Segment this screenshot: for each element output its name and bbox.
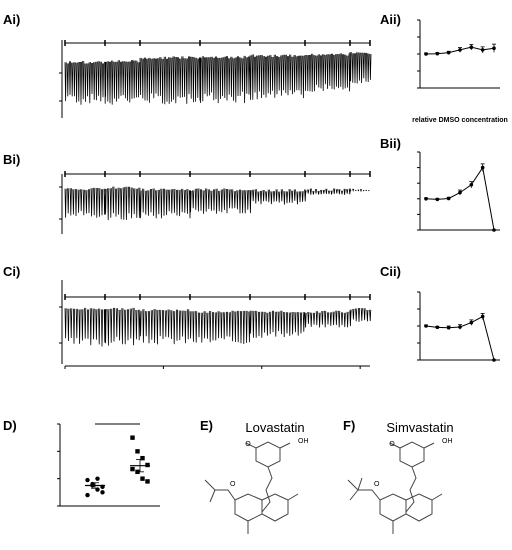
data-point [458, 48, 462, 52]
lactone-ring [399, 441, 425, 468]
linker-chain [405, 466, 417, 513]
data-point [435, 325, 440, 330]
ring-a [234, 493, 263, 522]
data-point-lovastatin [85, 477, 90, 483]
return-time-panel [57, 423, 160, 507]
hydroxyl-bond [423, 442, 435, 449]
lovastatin-oh: OH [298, 438, 309, 445]
panel-label-d: D) [3, 418, 17, 433]
simvastatin-oh: OH [442, 438, 453, 445]
methyl-bond [431, 493, 443, 501]
panel-label-bii: Bii) [380, 136, 401, 151]
linker-chain [261, 466, 273, 513]
data-point [469, 45, 474, 49]
data-point [446, 196, 451, 201]
ester-chain [204, 479, 236, 503]
data-point [480, 165, 485, 170]
frequency-panel-cii [417, 291, 500, 362]
data-point-simvastatin [130, 435, 135, 440]
data-point-simvastatin [145, 462, 150, 468]
frequency-panels: relative DMSO concentration [412, 19, 508, 362]
panel-label-e: E) [200, 418, 213, 433]
lovastatin-carbonyl-o: O [245, 441, 251, 448]
data-point [424, 197, 428, 201]
ring-b [405, 493, 433, 522]
frequency-panel-aii: relative DMSO concentration [412, 19, 508, 124]
simvastatin-carbonyl-o: O [389, 441, 395, 448]
vessel-diameter-trace [64, 51, 372, 105]
data-point [446, 50, 451, 55]
lovastatin-ester-o: O [230, 481, 236, 488]
data-point-simvastatin [130, 466, 135, 472]
vessel-diameter-trace [64, 186, 370, 221]
simvastatin-title: Simvastatin [386, 420, 453, 435]
data-point [424, 52, 428, 56]
simvastatin-structure: Simvastatin O OH O [347, 420, 454, 534]
data-point [446, 325, 451, 330]
data-point [435, 197, 440, 202]
simvastatin-ester-o: O [374, 481, 380, 488]
ring-a [379, 493, 407, 522]
data-point [424, 324, 428, 328]
methyl-bond [287, 493, 299, 501]
ester-chain [347, 477, 381, 501]
panel-label-ci: Ci) [3, 264, 20, 279]
data-point-lovastatin [95, 476, 100, 481]
frequency-panel-bii [417, 151, 500, 232]
trace-panel-bi [59, 171, 371, 234]
carbonyl-bond [245, 442, 257, 449]
panel-label-ai: Ai) [3, 12, 20, 27]
data-point [492, 358, 496, 362]
data-point-simvastatin [135, 449, 140, 454]
lactone-ring [255, 441, 281, 468]
panel-label-bi: Bi) [3, 152, 20, 167]
data-point [492, 46, 496, 51]
carbonyl-bond [389, 442, 401, 449]
ring-b [261, 493, 289, 522]
lovastatin-structure: Lovastatin O OH O [204, 420, 309, 534]
x-axis-label: relative DMSO concentration [412, 117, 508, 124]
data-point-lovastatin [85, 492, 90, 498]
data-point [435, 51, 440, 56]
hydroxyl-bond [279, 442, 291, 449]
trace-panel-ai [59, 40, 372, 118]
panel-label-cii: Cii) [380, 264, 401, 279]
data-point-simvastatin [140, 476, 145, 481]
series-line [425, 315, 495, 361]
data-point [480, 314, 485, 319]
data-point [492, 228, 496, 232]
panel-label-aii: Aii) [380, 12, 401, 27]
trace-panels [59, 40, 372, 369]
data-point [469, 182, 474, 187]
data-point [480, 48, 485, 52]
lovastatin-title: Lovastatin [245, 420, 304, 435]
data-point-simvastatin [140, 455, 145, 461]
data-point-lovastatin [100, 490, 105, 495]
panel-label-f: F) [343, 418, 355, 433]
data-point [458, 325, 462, 329]
trace-panel-ci [59, 280, 372, 369]
data-point [458, 190, 462, 195]
data-point [469, 320, 474, 325]
data-point-simvastatin [145, 479, 150, 484]
vessel-diameter-trace [64, 307, 372, 347]
